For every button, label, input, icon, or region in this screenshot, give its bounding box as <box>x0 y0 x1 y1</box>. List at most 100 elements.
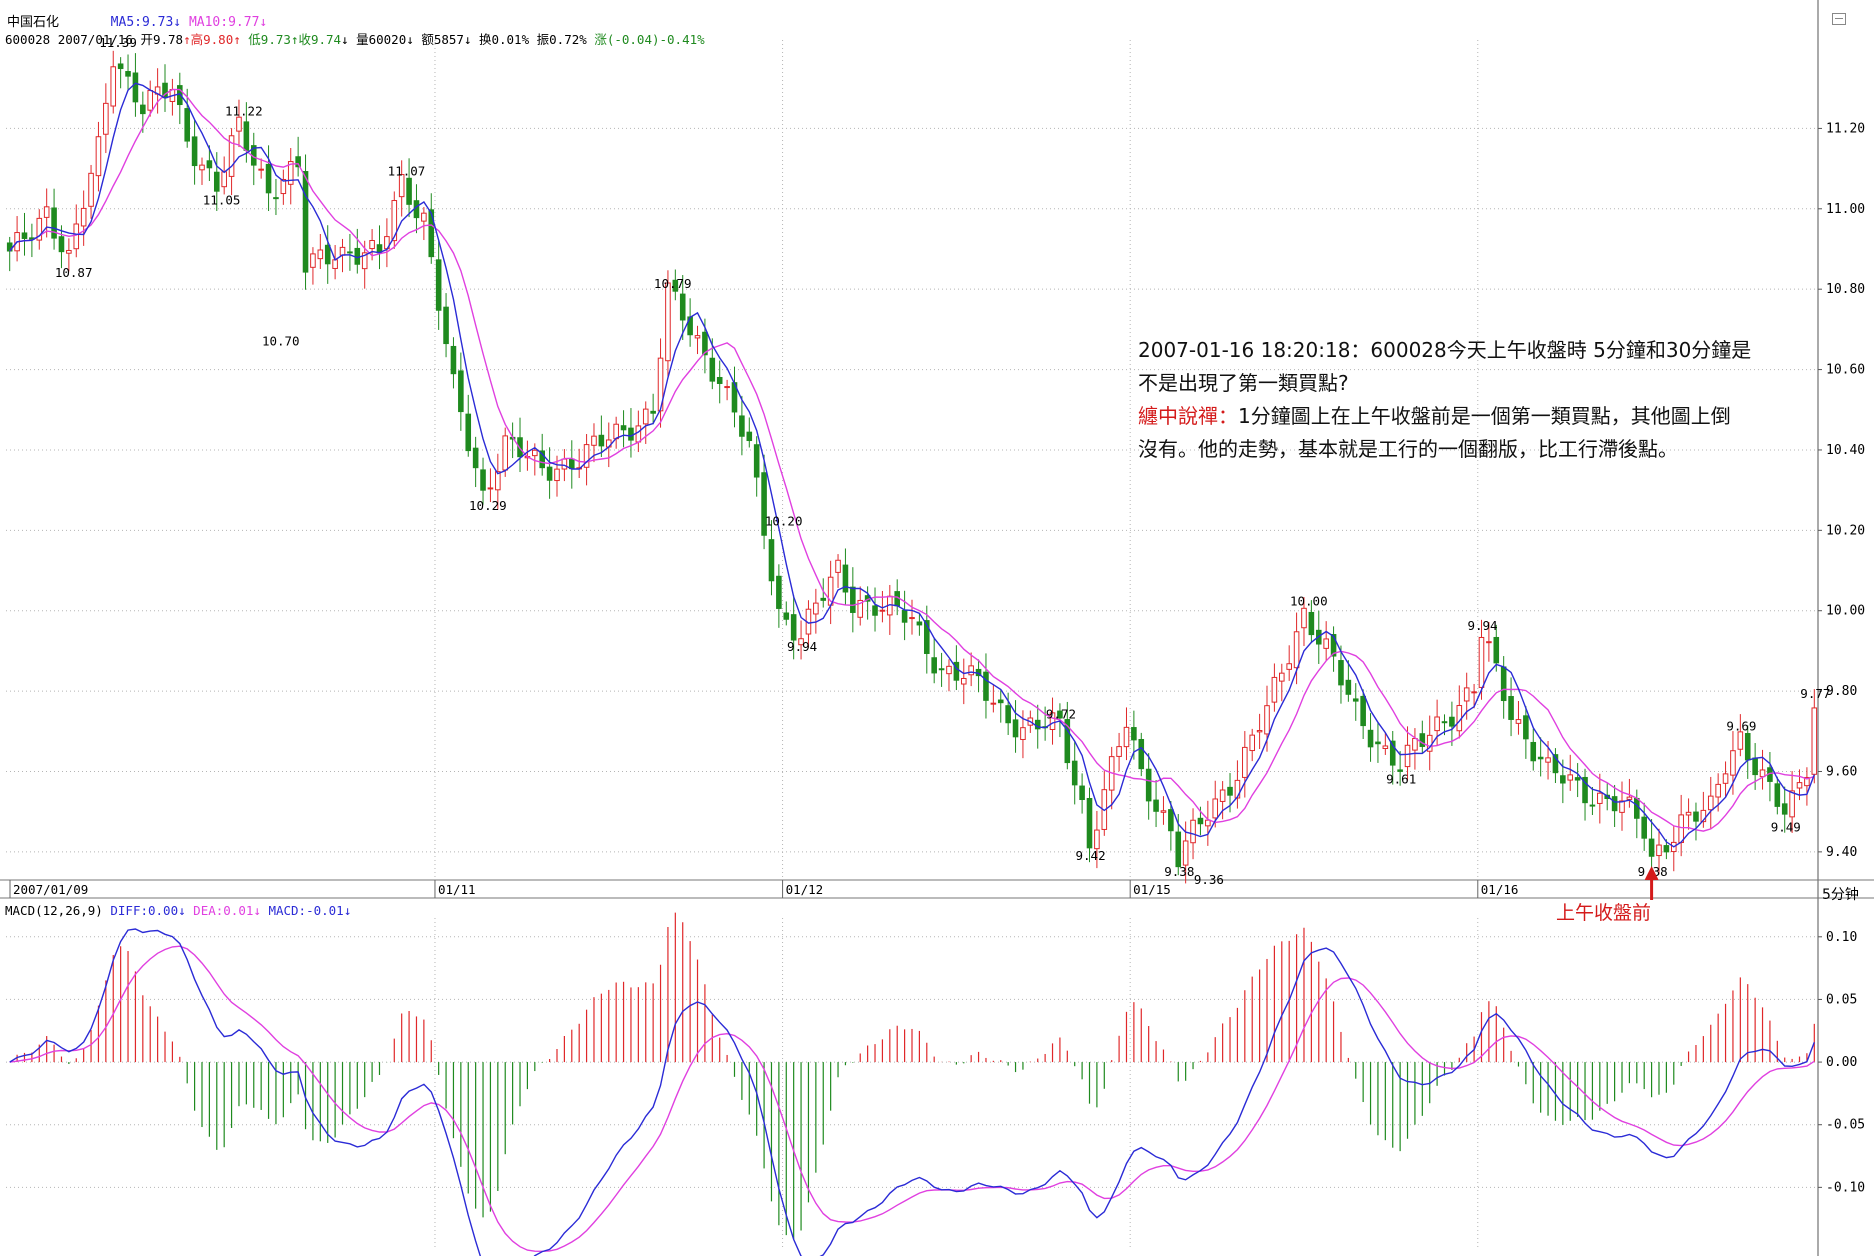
ma10-label: MA10:9.77 <box>188 15 260 30</box>
price-annotation: 10.70 <box>262 333 300 348</box>
candle-body <box>132 72 139 103</box>
candle-body <box>450 345 457 375</box>
candle-body <box>1508 696 1514 720</box>
candle-body <box>221 171 227 188</box>
candle-body <box>1663 845 1670 853</box>
candle-body <box>591 435 597 446</box>
candle-body <box>443 306 449 345</box>
candle-body <box>95 136 102 177</box>
candle-body <box>1145 768 1152 802</box>
candle-body <box>1345 679 1352 695</box>
panel-toggle-icon[interactable] <box>1832 13 1846 25</box>
dea-value: DEA:0.01 <box>193 903 254 918</box>
candle-body <box>487 487 494 490</box>
dea-down-arrow-icon: ↓ <box>253 903 261 918</box>
candle-body <box>820 597 827 601</box>
candle-body <box>206 160 213 169</box>
candle-body <box>265 163 272 194</box>
price-annotation: 9.94 <box>1467 618 1497 633</box>
candle-body <box>568 458 575 470</box>
period-label[interactable]: 5分钟 <box>1822 887 1859 903</box>
price-annotation: 9.94 <box>787 639 817 654</box>
candle-body <box>66 249 72 254</box>
candle-body <box>968 665 974 676</box>
amplitude: 振0.72% <box>536 32 587 47</box>
candle-body <box>339 246 346 256</box>
candle-body <box>1308 611 1315 636</box>
candle-body <box>1752 757 1758 776</box>
stock-code: 600028 <box>5 32 51 47</box>
candle-body <box>435 259 442 311</box>
price-annotation: 9.36 <box>1194 872 1224 887</box>
candle-body <box>790 614 797 641</box>
candle-body <box>1330 634 1337 657</box>
candle-body <box>287 161 294 185</box>
candle-body <box>1012 719 1019 738</box>
price-tick-label: 9.40 <box>1826 845 1857 860</box>
candle-body <box>931 657 937 674</box>
candle-body <box>1537 756 1544 760</box>
candle-body <box>620 425 627 431</box>
price-annotation: 11.05 <box>203 193 241 208</box>
price-annotation: 9.77 <box>1800 686 1830 701</box>
candle-body <box>1619 800 1625 813</box>
price-annotation: 9.72 <box>1046 706 1076 721</box>
price-tick-label: 10.40 <box>1826 443 1865 458</box>
price-tick-label: 10.20 <box>1826 523 1865 538</box>
candle-body <box>724 386 730 389</box>
candle-body <box>1589 804 1596 807</box>
candle-body <box>110 66 117 107</box>
candle-body <box>1123 726 1130 748</box>
open-price: 开9.78 <box>140 32 184 47</box>
candle-body <box>1634 797 1640 819</box>
candle-body <box>243 121 250 151</box>
candle-body <box>1685 811 1692 816</box>
candle-body <box>1582 776 1588 804</box>
candle-body <box>1744 733 1751 761</box>
macd-tick-label: -0.05 <box>1826 1118 1865 1133</box>
candle-body <box>923 620 930 654</box>
candle-body <box>43 206 50 218</box>
price-annotation: 10.87 <box>55 265 93 280</box>
high-price: 高9.80 <box>190 32 234 47</box>
candle-body <box>1552 754 1559 774</box>
candle-body <box>613 423 619 440</box>
ma10-down-arrow-icon: ↓ <box>259 15 268 30</box>
down-arrow-icon: ↓ <box>463 32 472 47</box>
candle-body <box>1212 798 1219 819</box>
candle-body <box>554 468 560 482</box>
up-arrow-icon: ↑ <box>183 32 191 47</box>
candle-body <box>58 236 65 253</box>
candle-body <box>783 612 790 620</box>
candle-body <box>1116 746 1122 757</box>
candle-body <box>650 410 656 414</box>
candle-body <box>746 431 753 442</box>
candle-body <box>1412 738 1418 751</box>
candle-body <box>6 242 13 252</box>
candle-body <box>1515 719 1522 724</box>
price-annotation: 9.69 <box>1726 718 1756 733</box>
candle-body <box>1242 746 1248 778</box>
candle-body <box>1227 786 1233 796</box>
price-tick-label: 9.60 <box>1826 764 1857 779</box>
candle-body <box>228 135 235 177</box>
price-annotation: 10.00 <box>1290 594 1328 609</box>
candle-body <box>1478 636 1485 688</box>
candle-body <box>1693 811 1699 822</box>
header-row-1: 中国石化 MA5:9.73↓ MA10:9.77↓ <box>7 11 267 30</box>
candle-body <box>813 602 819 615</box>
price-tick-label: 11.20 <box>1826 121 1865 136</box>
price-tick-label: 11.00 <box>1826 202 1865 217</box>
candle-body <box>635 425 642 443</box>
price-annotation: 10.29 <box>469 498 507 513</box>
candle-body <box>1419 733 1426 747</box>
price-annotation: 11.22 <box>225 103 263 118</box>
price-annotation: 10.79 <box>654 276 692 291</box>
date-tick-label: 2007/01/09 <box>13 882 88 897</box>
diff-down-arrow-icon: ↓ <box>178 903 186 918</box>
price-tick-label: 10.80 <box>1826 282 1865 297</box>
candle-body <box>1648 838 1655 857</box>
candle-body <box>642 408 649 425</box>
candle-body <box>694 335 701 339</box>
